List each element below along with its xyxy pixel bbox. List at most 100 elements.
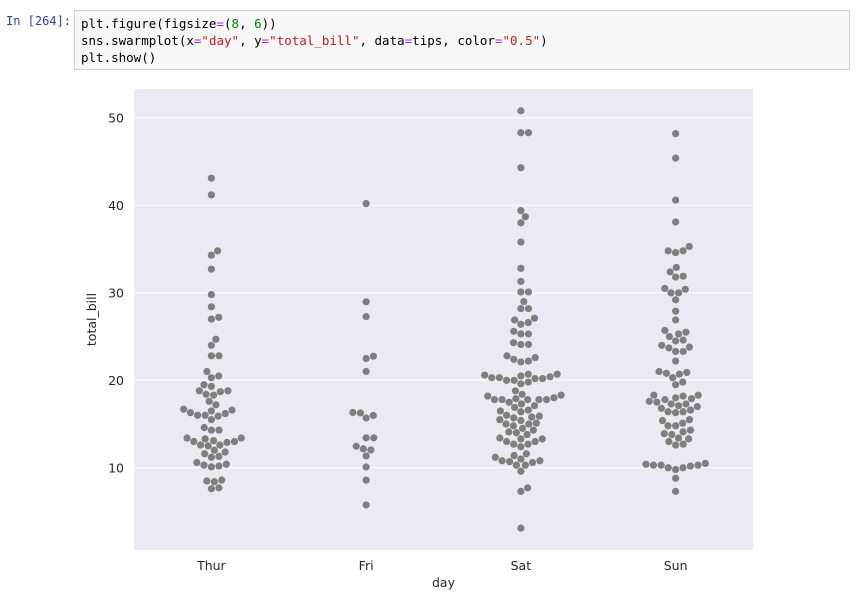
data-point-sun xyxy=(672,316,680,324)
data-point-sat xyxy=(524,318,532,327)
data-point-sun xyxy=(664,464,672,472)
data-point-sun xyxy=(664,408,672,416)
data-point-sat xyxy=(517,164,525,172)
y-axis-label: total_bill xyxy=(84,293,99,346)
data-point-thur xyxy=(216,441,224,449)
data-point-sat xyxy=(517,380,525,388)
data-point-sun xyxy=(672,347,680,356)
data-point-thur xyxy=(202,390,210,398)
data-point-sat xyxy=(524,330,533,338)
data-point-sun xyxy=(686,462,695,470)
data-point-sat xyxy=(510,376,518,384)
data-point-sat xyxy=(512,429,520,437)
data-point-sat xyxy=(529,426,537,434)
data-point-thur xyxy=(207,191,215,199)
data-point-sun xyxy=(666,268,674,276)
data-point-sat xyxy=(512,461,520,469)
data-point-fri xyxy=(349,408,357,417)
data-point-sat xyxy=(517,435,525,443)
data-point-sun xyxy=(701,459,709,467)
data-point-sun xyxy=(674,330,683,338)
data-point-sat xyxy=(505,398,513,406)
code-cell[interactable]: plt.figure(figsize=(8, 6)) sns.swarmplot… xyxy=(74,10,850,70)
data-point-thur xyxy=(207,315,215,323)
x-tick-label-fri: Fri xyxy=(359,558,374,573)
data-point-sat xyxy=(517,304,525,313)
code-editor[interactable]: plt.figure(figsize=(8, 6)) sns.swarmplot… xyxy=(81,15,548,66)
data-point-sun xyxy=(672,296,680,304)
data-point-sat xyxy=(502,376,511,384)
data-point-sat xyxy=(550,394,558,402)
data-point-sat xyxy=(488,374,496,382)
data-point-sun xyxy=(664,247,672,255)
data-point-sat xyxy=(503,437,511,446)
data-point-sat xyxy=(528,458,537,467)
data-point-sun xyxy=(685,343,694,351)
data-point-sat xyxy=(505,428,513,436)
data-point-thur xyxy=(224,387,232,395)
data-point-fri xyxy=(362,298,370,306)
data-point-sat xyxy=(512,395,520,403)
data-point-sun xyxy=(672,248,680,257)
data-point-sat xyxy=(524,484,532,492)
data-point-sun xyxy=(672,357,680,365)
data-point-thur xyxy=(186,409,195,417)
data-point-sun xyxy=(679,347,687,356)
data-point-sat xyxy=(502,420,510,428)
data-point-fri xyxy=(362,476,370,484)
data-point-sun xyxy=(682,328,690,336)
data-point-sat xyxy=(517,107,525,115)
data-point-sat xyxy=(530,314,539,322)
data-point-sun xyxy=(674,289,683,297)
y-tick-labels: 10 20 30 40 50 xyxy=(108,110,124,475)
data-point-thur xyxy=(215,313,223,321)
data-point-sat xyxy=(520,297,528,306)
data-point-sun xyxy=(672,263,680,272)
data-point-sun xyxy=(649,461,658,469)
data-point-thur xyxy=(207,453,215,461)
data-point-sat xyxy=(491,453,499,461)
data-point-sun xyxy=(653,398,661,406)
data-point-thur xyxy=(215,352,223,360)
data-point-sat xyxy=(553,370,561,378)
data-point-sat xyxy=(517,264,525,272)
data-point-sun xyxy=(665,344,673,352)
data-point-sat xyxy=(517,416,525,425)
data-point-sat xyxy=(510,451,518,460)
data-point-sat xyxy=(517,238,525,246)
data-point-fri xyxy=(362,367,370,376)
grid-lines xyxy=(134,117,753,469)
data-point-thur xyxy=(205,397,213,405)
data-point-sun xyxy=(685,416,694,424)
data-point-thur xyxy=(195,387,203,395)
data-point-sat xyxy=(524,378,532,386)
data-point-thur xyxy=(190,437,198,446)
data-point-thur xyxy=(207,303,215,311)
data-point-sun xyxy=(672,196,680,204)
data-point-sat xyxy=(498,395,506,404)
data-point-fri xyxy=(362,199,370,208)
data-point-sat xyxy=(536,457,544,465)
data-point-sun xyxy=(679,464,687,472)
data-point-sun xyxy=(685,242,693,251)
data-point-thur xyxy=(200,423,208,432)
data-point-sat xyxy=(509,422,518,430)
data-point-thur xyxy=(210,391,218,399)
data-point-thur xyxy=(216,388,224,396)
data-point-sun xyxy=(679,440,687,448)
data-point-sun xyxy=(672,394,680,402)
data-point-sun xyxy=(665,437,673,446)
data-point-sun xyxy=(683,368,691,377)
data-point-thur xyxy=(215,426,223,434)
data-point-sat xyxy=(530,402,539,410)
data-point-sat xyxy=(521,461,529,469)
data-point-thur xyxy=(193,458,201,467)
code-line-3: plt.show() xyxy=(81,50,157,65)
data-point-thur xyxy=(207,265,215,273)
data-point-thur xyxy=(204,442,212,450)
data-point-thur xyxy=(215,462,223,470)
data-point-thur xyxy=(200,461,208,469)
data-point-sun xyxy=(687,395,696,403)
data-point-sat xyxy=(503,411,511,419)
